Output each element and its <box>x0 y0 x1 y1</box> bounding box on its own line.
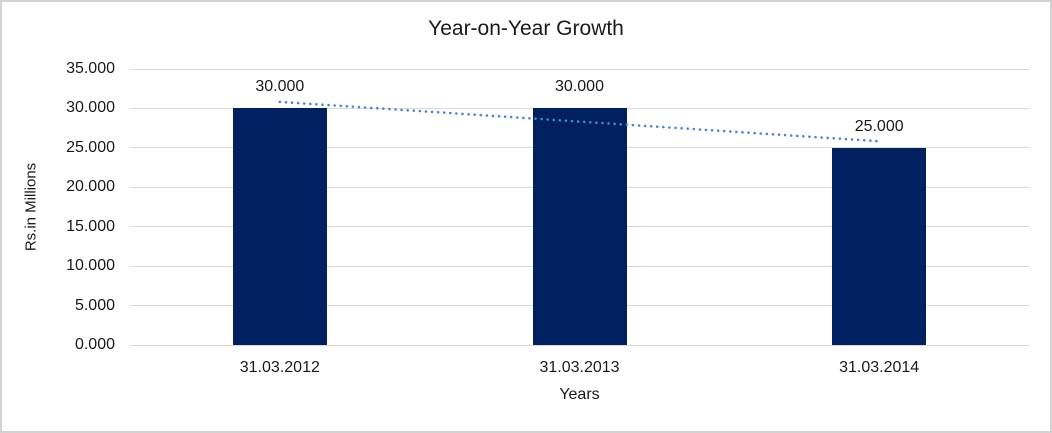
x-axis-category-label: 31.03.2013 <box>539 359 620 376</box>
bar-data-label: 30.000 <box>555 78 604 96</box>
chart-title: Year-on-Year Growth <box>428 17 624 40</box>
y-axis-tick-label: 0.000 <box>74 336 115 353</box>
y-axis-tick-label: 30.000 <box>66 99 115 117</box>
y-axis-tick-label: 15.000 <box>66 217 115 235</box>
gridline <box>130 68 1029 70</box>
y-axis-tick-label: 20.000 <box>66 178 115 196</box>
bar <box>532 108 627 345</box>
bar <box>832 147 927 345</box>
bar-data-label: 25.000 <box>854 117 904 135</box>
gridline <box>130 344 1029 346</box>
x-axis-title: Years <box>559 386 600 403</box>
bar-data-label: 30.000 <box>255 78 305 96</box>
y-axis-tick-label: 5.000 <box>74 296 115 314</box>
y-axis-tick-label: 10.000 <box>66 257 115 275</box>
bar <box>232 108 327 345</box>
x-axis-category-label: 31.03.2012 <box>239 359 320 376</box>
y-axis-tick-label: 25.000 <box>66 138 115 156</box>
y-axis-tick-label: 35.000 <box>66 60 115 77</box>
x-axis-category-label: 31.03.2014 <box>839 359 920 376</box>
y-axis-title: Rs.in Millions <box>22 162 40 252</box>
